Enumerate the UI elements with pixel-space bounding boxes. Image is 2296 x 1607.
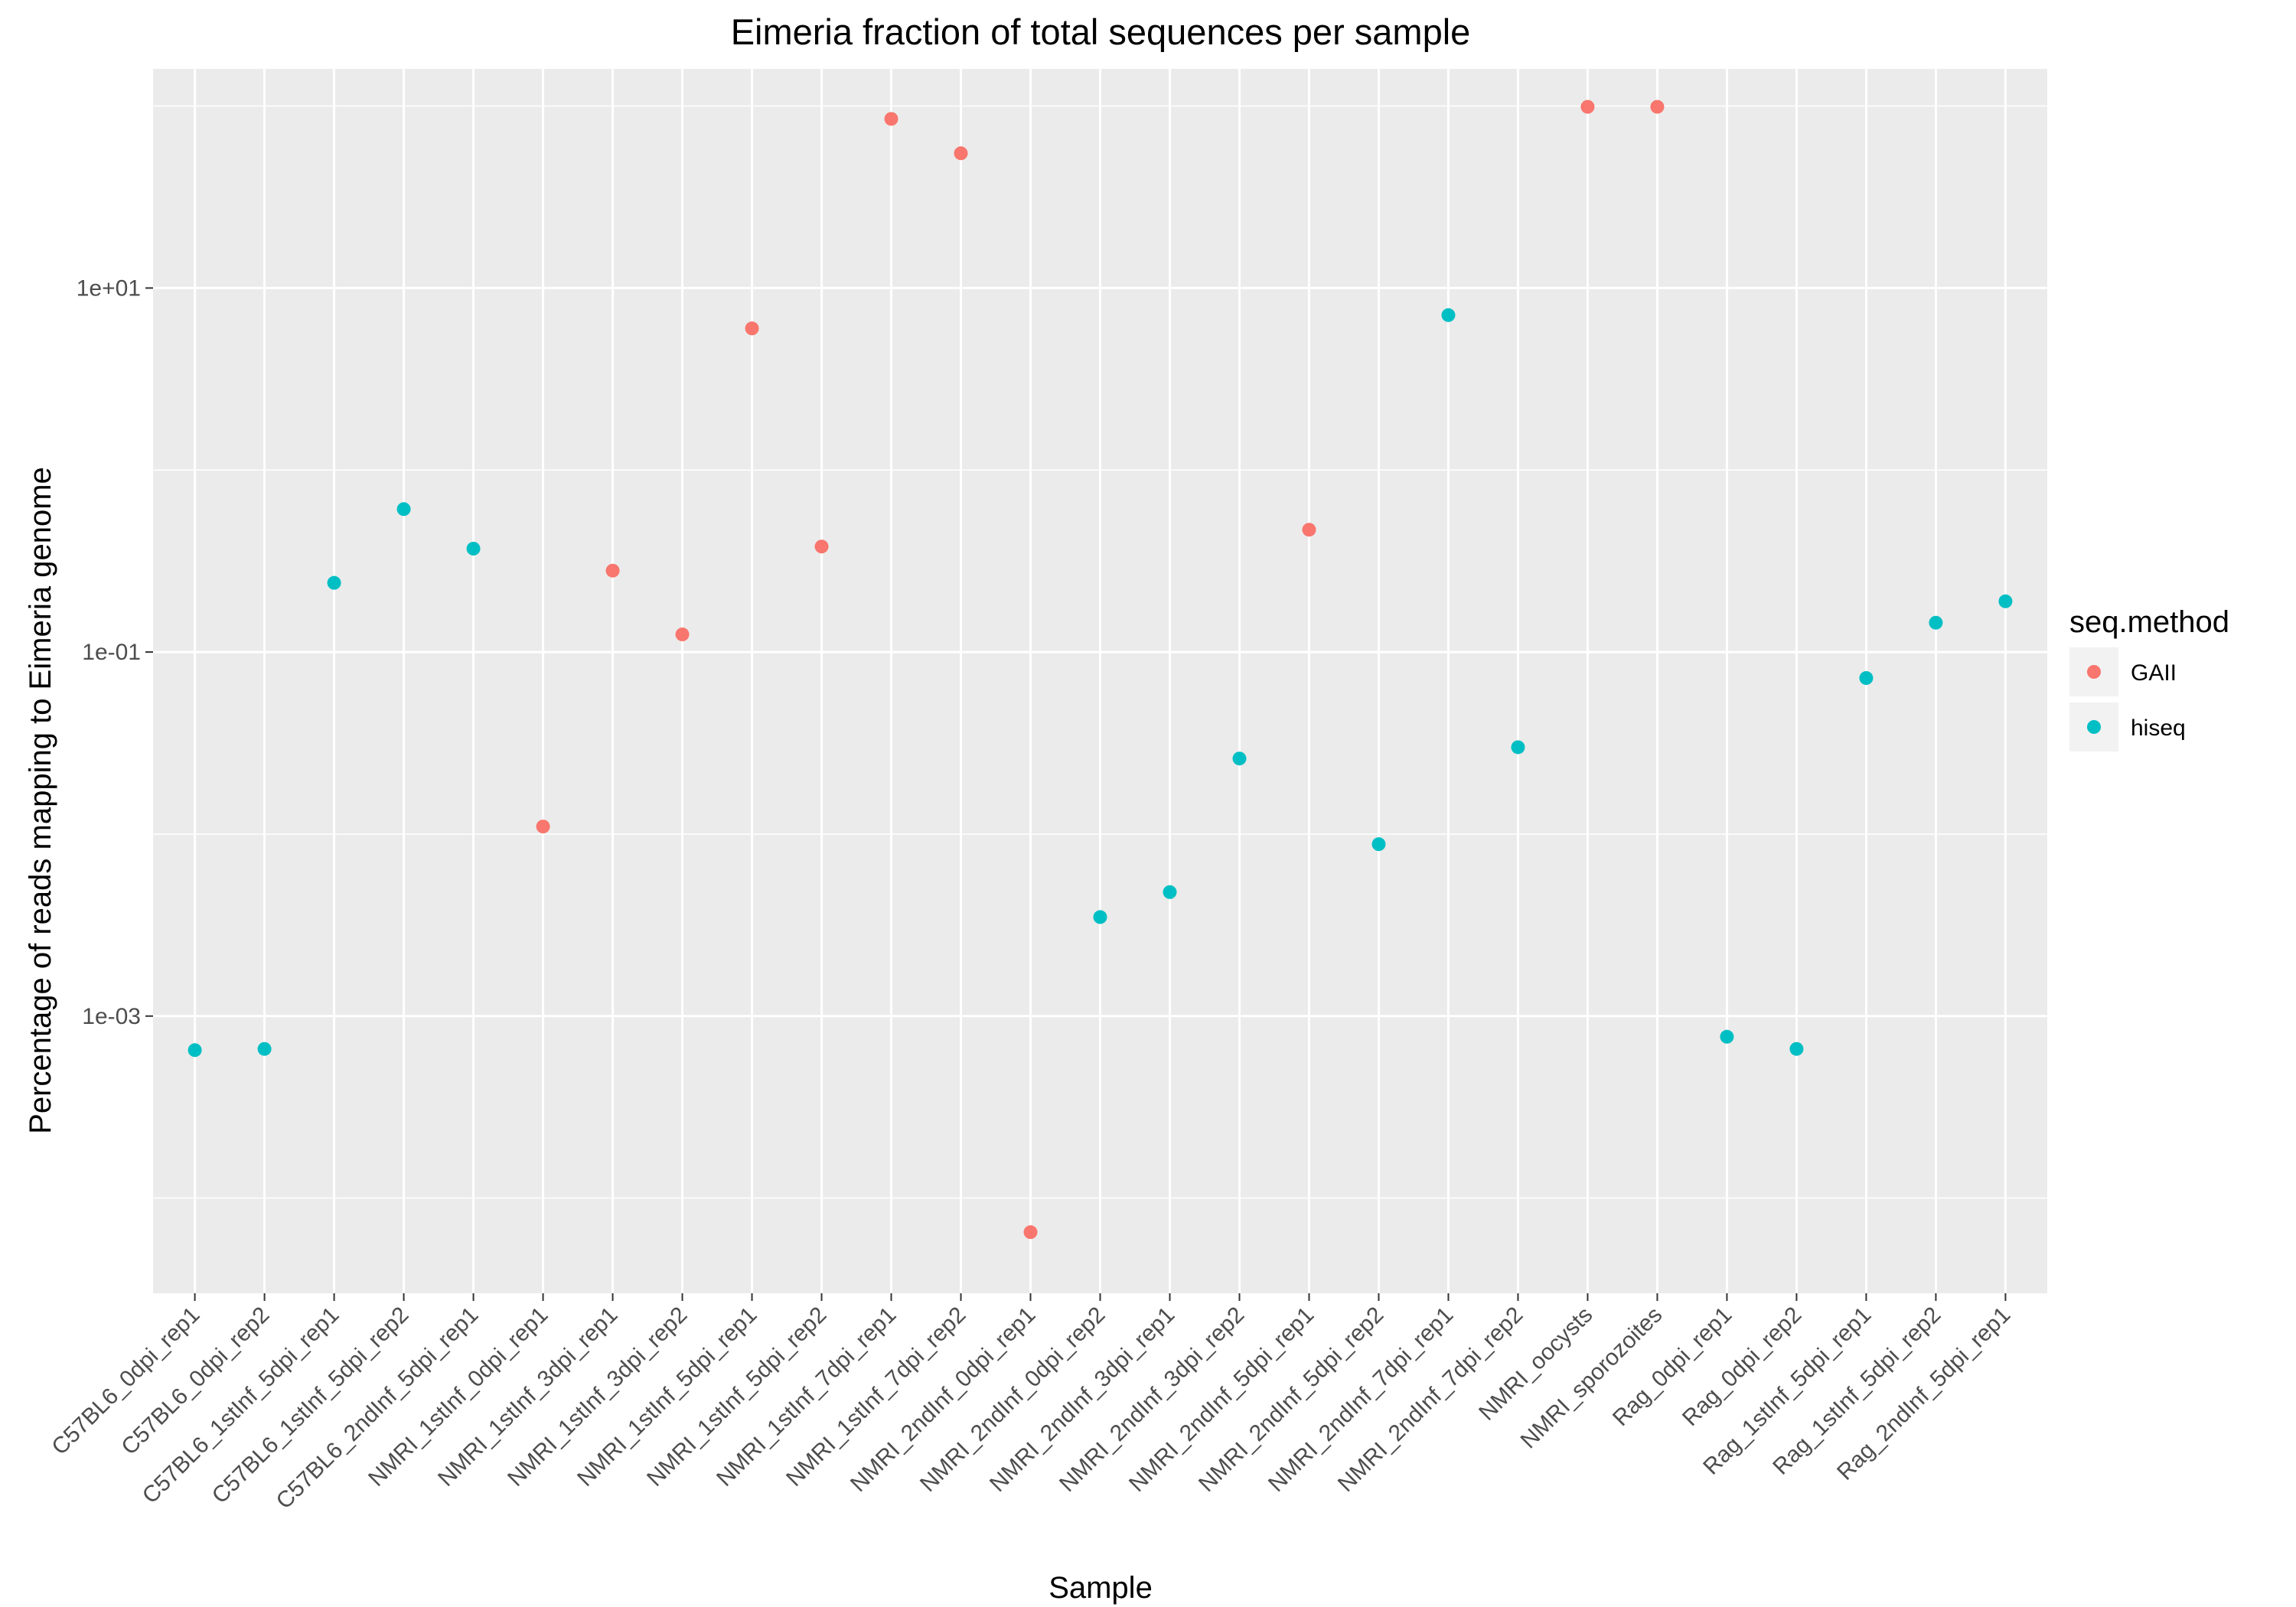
data-point <box>396 502 411 517</box>
data-point <box>1650 99 1665 114</box>
y-tick-label: 1e+01 <box>77 275 141 301</box>
y-axis-label: Percentage of reads mapping to Eimeria g… <box>24 467 57 1134</box>
x-tick-label: Rag_0dpi_rep1 <box>1608 1302 1737 1431</box>
data-point <box>675 627 690 642</box>
x-axis-label: Sample <box>1049 1571 1153 1605</box>
data-point <box>1929 615 1943 630</box>
y-tick-label: 1e-03 <box>82 1004 141 1029</box>
data-point <box>1371 837 1386 852</box>
data-point <box>605 563 620 578</box>
legend-swatch <box>2087 665 2101 679</box>
x-tick-label: Rag_0dpi_rep2 <box>1678 1302 1806 1431</box>
data-point <box>257 1041 272 1056</box>
data-point <box>1580 99 1595 114</box>
major-gridlines <box>153 69 2047 1293</box>
chart-title: Eimeria fraction of total sequences per … <box>731 11 1471 52</box>
data-point <box>1789 1041 1804 1056</box>
legend-entries: GAII hiseq <box>2069 647 2186 751</box>
y-tick-label: 1e-01 <box>82 640 141 665</box>
data-point <box>1023 1225 1038 1240</box>
data-points <box>188 99 2013 1240</box>
x-axis: C57BL6_0dpi_rep1C57BL6_0dpi_rep2C57BL6_1… <box>47 1293 2015 1514</box>
data-point <box>188 1043 202 1058</box>
data-point <box>466 541 481 556</box>
data-point <box>1511 740 1525 755</box>
data-point <box>745 321 759 336</box>
data-point <box>814 539 829 554</box>
data-point <box>327 575 341 590</box>
data-point <box>884 112 899 126</box>
legend-title: seq.method <box>2069 605 2229 639</box>
data-point <box>1232 751 1247 766</box>
data-point <box>1093 910 1107 924</box>
data-point <box>1859 671 1874 686</box>
data-point <box>1302 523 1316 537</box>
data-point <box>1441 308 1456 322</box>
legend: seq.method GAII hiseq <box>2069 605 2229 751</box>
data-point <box>536 820 550 834</box>
y-axis: 1e-03 1e-01 1e+01 <box>77 275 153 1029</box>
legend-label: GAII <box>2131 660 2177 686</box>
legend-swatch <box>2087 720 2101 734</box>
data-point <box>1998 594 2013 608</box>
data-point <box>954 146 968 161</box>
data-point <box>1163 885 1177 899</box>
legend-label: hiseq <box>2131 715 2186 741</box>
data-point <box>1720 1029 1734 1044</box>
